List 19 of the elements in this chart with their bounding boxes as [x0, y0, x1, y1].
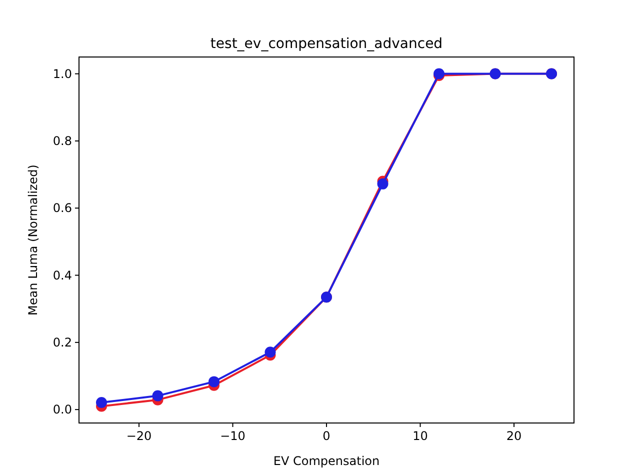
y-tick-label: 0.0 [52, 402, 72, 417]
point [208, 376, 220, 388]
y-tick-label: 0.4 [52, 268, 72, 282]
y-axis-title: Mean Luma (Normalized) [26, 164, 40, 316]
x-tick-label: 10 [412, 429, 428, 443]
point [377, 178, 388, 190]
point [264, 346, 276, 358]
x-tick-label: 20 [506, 429, 522, 443]
x-tick-label: 0 [322, 429, 330, 443]
y-tick-label: 1.0 [52, 66, 72, 81]
chart-title: test_ev_compensation_advanced [210, 36, 443, 52]
y-tick-label: 0.8 [52, 134, 72, 148]
x-tick-label: −20 [126, 429, 152, 443]
point [96, 397, 107, 408]
point [152, 390, 164, 402]
y-tick-label: 0.2 [52, 335, 72, 350]
x-axis-title: EV Compensation [273, 454, 380, 468]
x-tick-label: −10 [220, 429, 246, 443]
y-tick-label: 0.6 [52, 201, 72, 216]
